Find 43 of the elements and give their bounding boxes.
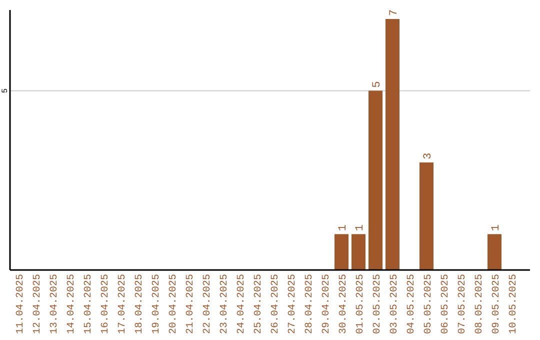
x-tick-label: 09.05.2025 bbox=[492, 274, 502, 334]
x-tick-label: 18.04.2025 bbox=[134, 274, 146, 334]
data-label: 3 bbox=[422, 152, 434, 160]
x-tick-label: 13.04.2025 bbox=[50, 274, 60, 334]
bar bbox=[386, 19, 400, 270]
x-tick-label: 26.04.2025 bbox=[270, 274, 282, 334]
x-tick-label: 23.04.2025 bbox=[220, 274, 230, 334]
x-tick-label: 24.04.2025 bbox=[236, 274, 248, 334]
bar bbox=[420, 162, 434, 270]
x-tick-label: 27.04.2025 bbox=[288, 274, 298, 334]
x-tick-label: 28.04.2025 bbox=[304, 274, 316, 334]
x-tick-label: 01.05.2025 bbox=[356, 274, 366, 334]
data-label: 1 bbox=[354, 224, 366, 232]
x-tick-label: 19.04.2025 bbox=[152, 274, 162, 334]
x-tick-label: 29.04.2025 bbox=[322, 274, 332, 334]
x-tick-label: 10.05.2025 bbox=[508, 274, 520, 334]
data-label: 1 bbox=[338, 224, 350, 232]
data-label: 1 bbox=[490, 224, 502, 232]
bar bbox=[352, 234, 366, 270]
bar bbox=[488, 234, 502, 270]
x-tick-label: 04.05.2025 bbox=[406, 274, 418, 334]
x-tick-label: 15.04.2025 bbox=[84, 274, 94, 334]
bar bbox=[334, 234, 348, 270]
data-label: 5 bbox=[372, 81, 384, 88]
x-tick-label: 30.04.2025 bbox=[338, 274, 350, 334]
x-tick-label: 14.04.2025 bbox=[66, 274, 78, 334]
x-tick-label: 06.05.2025 bbox=[440, 274, 452, 334]
x-tick-label: 17.04.2025 bbox=[118, 274, 128, 334]
x-tick-label: 25.04.2025 bbox=[254, 274, 264, 334]
x-tick-label: 12.04.2025 bbox=[32, 274, 44, 334]
data-label: 7 bbox=[388, 9, 400, 16]
x-tick-label: 05.05.2025 bbox=[424, 274, 434, 334]
bar bbox=[368, 90, 382, 270]
x-tick-label: 02.05.2025 bbox=[372, 274, 384, 334]
x-tick-label: 03.05.2025 bbox=[390, 274, 400, 334]
x-tick-label: 11.04.2025 bbox=[16, 274, 26, 334]
x-tick-label: 22.04.2025 bbox=[202, 274, 214, 334]
ref-line-label: 5 bbox=[1, 88, 10, 94]
x-tick-label: 07.05.2025 bbox=[458, 274, 468, 334]
x-tick-label: 16.04.2025 bbox=[100, 274, 112, 334]
x-tick-label: 21.04.2025 bbox=[186, 274, 196, 334]
x-tick-label: 08.05.2025 bbox=[474, 274, 486, 334]
x-tick-label: 20.04.2025 bbox=[168, 274, 180, 334]
